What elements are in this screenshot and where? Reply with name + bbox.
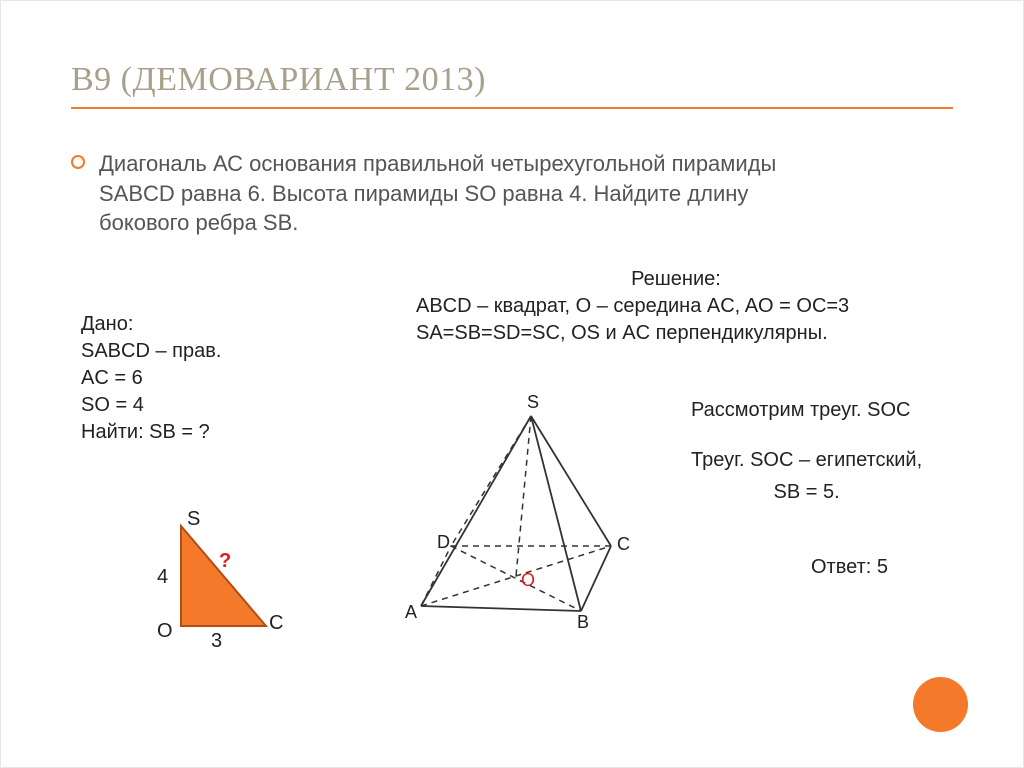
pyramid-label-d: D (437, 532, 450, 553)
pyramid-figure: S D C O A B (381, 396, 671, 646)
pyramid-label-b: B (577, 612, 589, 633)
pyramid-svg (381, 396, 671, 646)
slide-title-wrap: В9 (ДЕМОВАРИАНТ 2013) (71, 61, 953, 109)
soc-line-2: Треуг. SOC – египетский, (691, 444, 922, 476)
given-line-1: SABCD – прав. (81, 338, 221, 365)
edge-ab (421, 606, 581, 611)
soc-block: Рассмотрим треуг. SOC Треуг. SOC – египе… (691, 394, 922, 508)
solution-heading: Решение: (416, 266, 936, 293)
edge-so (516, 416, 531, 576)
edge-sb (531, 416, 581, 611)
pyramid-label-s: S (527, 392, 539, 413)
edge-bc (581, 546, 611, 611)
problem-row: Диагональ АС основания правильной четыре… (71, 149, 953, 238)
pyramid-label-a: A (405, 602, 417, 623)
given-block: Дано: SABCD – прав. AC = 6 SO = 4 Найти:… (81, 311, 221, 446)
edge-sd (451, 416, 531, 546)
slide-title: В9 (ДЕМОВАРИАНТ 2013) (71, 61, 953, 99)
edge-sc (531, 416, 611, 546)
triangle-label-s: S (187, 508, 200, 531)
problem-statement: Диагональ АС основания правильной четыре… (99, 149, 779, 238)
triangle-label-q: ? (219, 550, 231, 573)
soc-line-1: Рассмотрим треуг. SOC (691, 394, 922, 426)
solution-line-1: ABCD – квадрат, O – середина AC, AO = OC… (416, 293, 936, 320)
bullet-icon (71, 155, 85, 169)
given-line-4: Найти: SB = ? (81, 419, 221, 446)
answer-label: Ответ: 5 (811, 556, 888, 579)
pyramid-label-c: C (617, 534, 630, 555)
given-heading: Дано: (81, 311, 221, 338)
triangle-svg (151, 516, 301, 666)
solution-line-2: SA=SB=SD=SC, OS и AC перпендикулярны. (416, 320, 936, 347)
given-line-3: SO = 4 (81, 392, 221, 419)
solution-block: Решение: ABCD – квадрат, O – середина AC… (416, 266, 936, 347)
triangle-figure: S 4 ? O C 3 (151, 516, 301, 666)
triangle-label-oc: 3 (211, 630, 222, 653)
triangle-label-o: O (157, 620, 173, 643)
triangle-label-c: C (269, 612, 283, 635)
soc-line-3: SB = 5. (691, 476, 922, 508)
corner-circle-icon (913, 677, 968, 732)
edge-db (451, 546, 581, 611)
triangle-label-so: 4 (157, 566, 168, 589)
given-line-2: AC = 6 (81, 365, 221, 392)
pyramid-label-o: O (521, 570, 535, 591)
